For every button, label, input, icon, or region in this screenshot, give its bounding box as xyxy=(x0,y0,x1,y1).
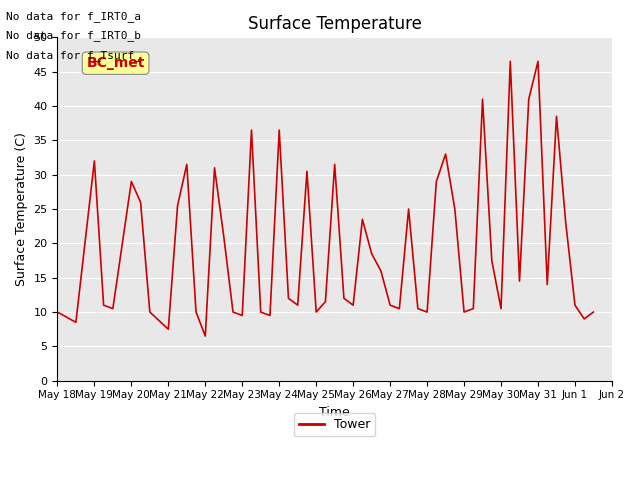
Text: BC_met: BC_met xyxy=(86,56,145,70)
Legend: Tower: Tower xyxy=(294,413,375,436)
Y-axis label: Surface Temperature (C): Surface Temperature (C) xyxy=(15,132,28,286)
Text: No data for f_IRT0_b: No data for f_IRT0_b xyxy=(6,30,141,41)
Text: No data for f_Tsurf_: No data for f_Tsurf_ xyxy=(6,49,141,60)
Text: No data for f_IRT0_a: No data for f_IRT0_a xyxy=(6,11,141,22)
X-axis label: Time: Time xyxy=(319,406,350,419)
Title: Surface Temperature: Surface Temperature xyxy=(248,15,422,33)
